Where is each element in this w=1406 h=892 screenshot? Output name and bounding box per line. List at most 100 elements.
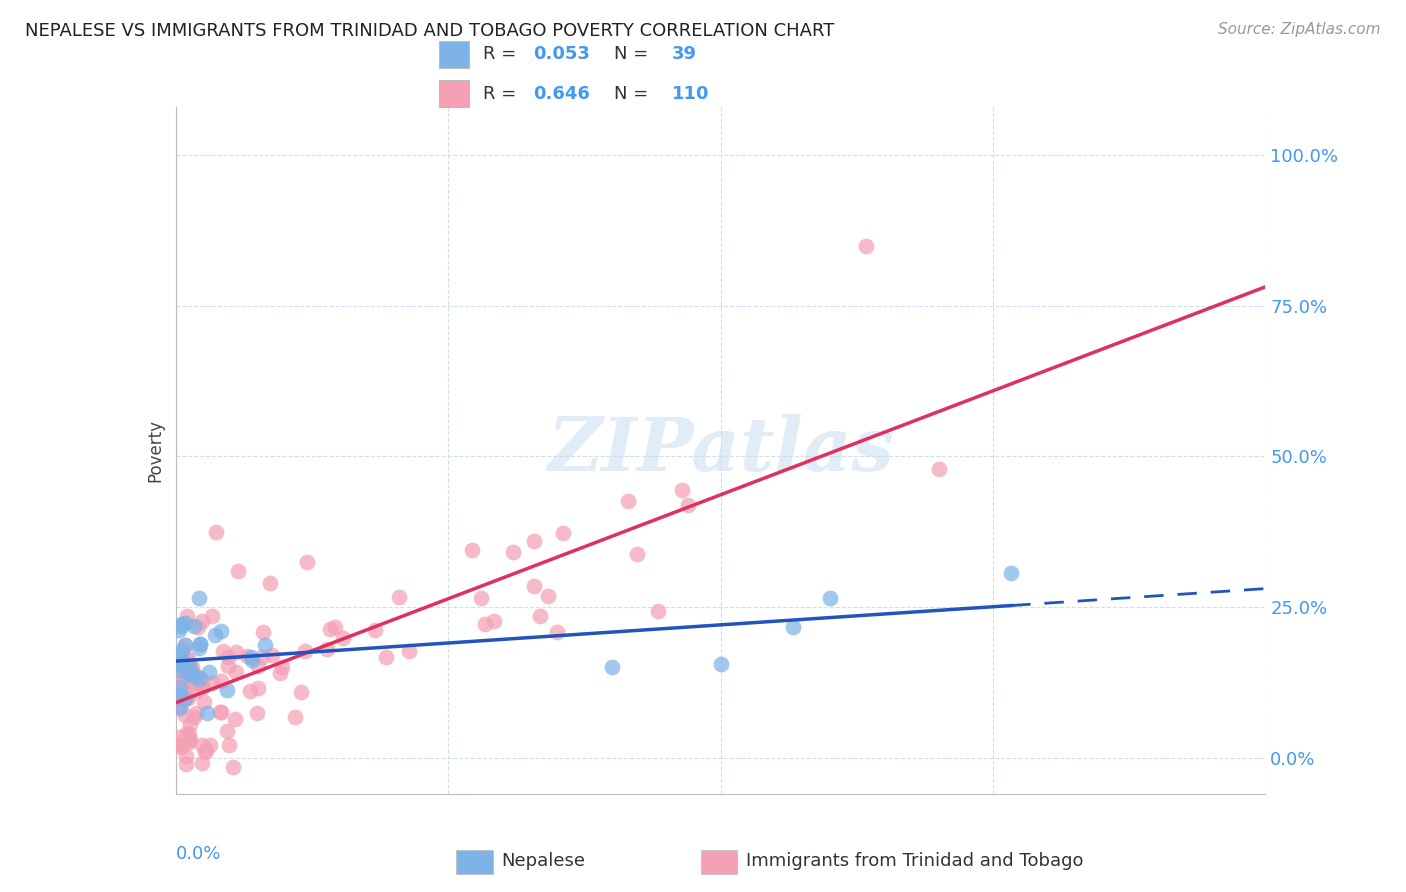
Point: [209, 624, 232, 638]
Point: [169, 663, 191, 677]
Point: [198, 738, 221, 752]
Point: [183, 669, 205, 683]
Point: [600, 660, 623, 674]
Point: [169, 658, 191, 673]
Point: [177, 732, 200, 747]
Point: [529, 609, 551, 624]
Point: [191, 756, 214, 771]
Point: [190, 614, 212, 628]
Point: [183, 619, 205, 633]
Point: [222, 759, 245, 773]
Point: [236, 648, 259, 663]
Point: [647, 604, 669, 618]
Point: [169, 700, 191, 714]
Point: [294, 644, 316, 658]
Text: Immigrants from Trinidad and Tobago: Immigrants from Trinidad and Tobago: [745, 852, 1083, 870]
Point: [177, 691, 200, 706]
Point: [172, 737, 194, 751]
Point: [176, 608, 198, 623]
Point: [177, 735, 200, 749]
Point: [209, 706, 232, 720]
Text: N =: N =: [614, 45, 654, 63]
Point: [246, 659, 269, 673]
Point: [218, 738, 240, 752]
Point: [461, 543, 484, 558]
Point: [169, 648, 191, 663]
Point: [179, 661, 201, 675]
Point: [169, 730, 191, 744]
Point: [190, 671, 212, 685]
Point: [188, 640, 211, 655]
Point: [170, 643, 193, 657]
Point: [169, 691, 191, 706]
Point: [208, 705, 231, 719]
Y-axis label: Poverty: Poverty: [146, 419, 165, 482]
Point: [271, 660, 294, 674]
Text: ZIPatlas: ZIPatlas: [547, 414, 894, 487]
Point: [225, 665, 247, 680]
Point: [180, 668, 202, 682]
Point: [190, 738, 212, 752]
Point: [855, 238, 877, 252]
Point: [225, 645, 247, 659]
Text: NEPALESE VS IMMIGRANTS FROM TRINIDAD AND TOBAGO POVERTY CORRELATION CHART: NEPALESE VS IMMIGRANTS FROM TRINIDAD AND…: [25, 22, 835, 40]
Point: [173, 615, 195, 630]
Point: [179, 662, 201, 676]
Text: 0.646: 0.646: [533, 85, 591, 103]
Point: [184, 684, 207, 698]
Point: [169, 677, 191, 691]
Point: [169, 680, 191, 694]
Point: [678, 498, 700, 512]
Point: [170, 739, 193, 754]
Point: [201, 676, 224, 690]
Point: [190, 675, 212, 690]
Point: [169, 698, 191, 713]
Text: N =: N =: [614, 85, 654, 103]
Point: [374, 650, 396, 665]
Point: [184, 667, 207, 681]
Text: 39: 39: [672, 45, 697, 63]
Point: [201, 608, 224, 623]
Point: [170, 657, 193, 672]
Point: [169, 687, 191, 701]
Point: [252, 625, 274, 640]
Point: [262, 648, 284, 663]
Point: [174, 638, 197, 652]
Point: [188, 672, 211, 686]
Point: [269, 665, 291, 680]
Point: [170, 617, 193, 632]
Point: [217, 658, 239, 673]
Point: [470, 591, 492, 605]
Point: [259, 576, 281, 591]
Point: [188, 637, 211, 651]
Point: [181, 660, 204, 674]
Point: [176, 652, 198, 666]
Point: [212, 644, 235, 658]
Point: [169, 652, 191, 666]
Point: [205, 524, 228, 539]
Point: [782, 620, 804, 634]
Point: [195, 706, 218, 720]
Point: [169, 657, 191, 672]
Point: [169, 624, 191, 638]
Point: [174, 651, 197, 665]
Point: [523, 533, 546, 548]
Point: [184, 674, 207, 689]
Point: [188, 591, 211, 606]
FancyBboxPatch shape: [700, 849, 738, 874]
Point: [173, 708, 195, 723]
Point: [176, 665, 198, 680]
Point: [194, 743, 217, 757]
Point: [179, 717, 201, 731]
Point: [186, 620, 209, 634]
Point: [224, 712, 246, 726]
Point: [190, 677, 212, 691]
Point: [252, 649, 274, 664]
Point: [183, 709, 205, 723]
Point: [176, 726, 198, 740]
Point: [364, 623, 387, 637]
Point: [179, 727, 201, 741]
Text: 0.0%: 0.0%: [176, 846, 221, 863]
Point: [169, 671, 191, 685]
FancyBboxPatch shape: [456, 849, 494, 874]
